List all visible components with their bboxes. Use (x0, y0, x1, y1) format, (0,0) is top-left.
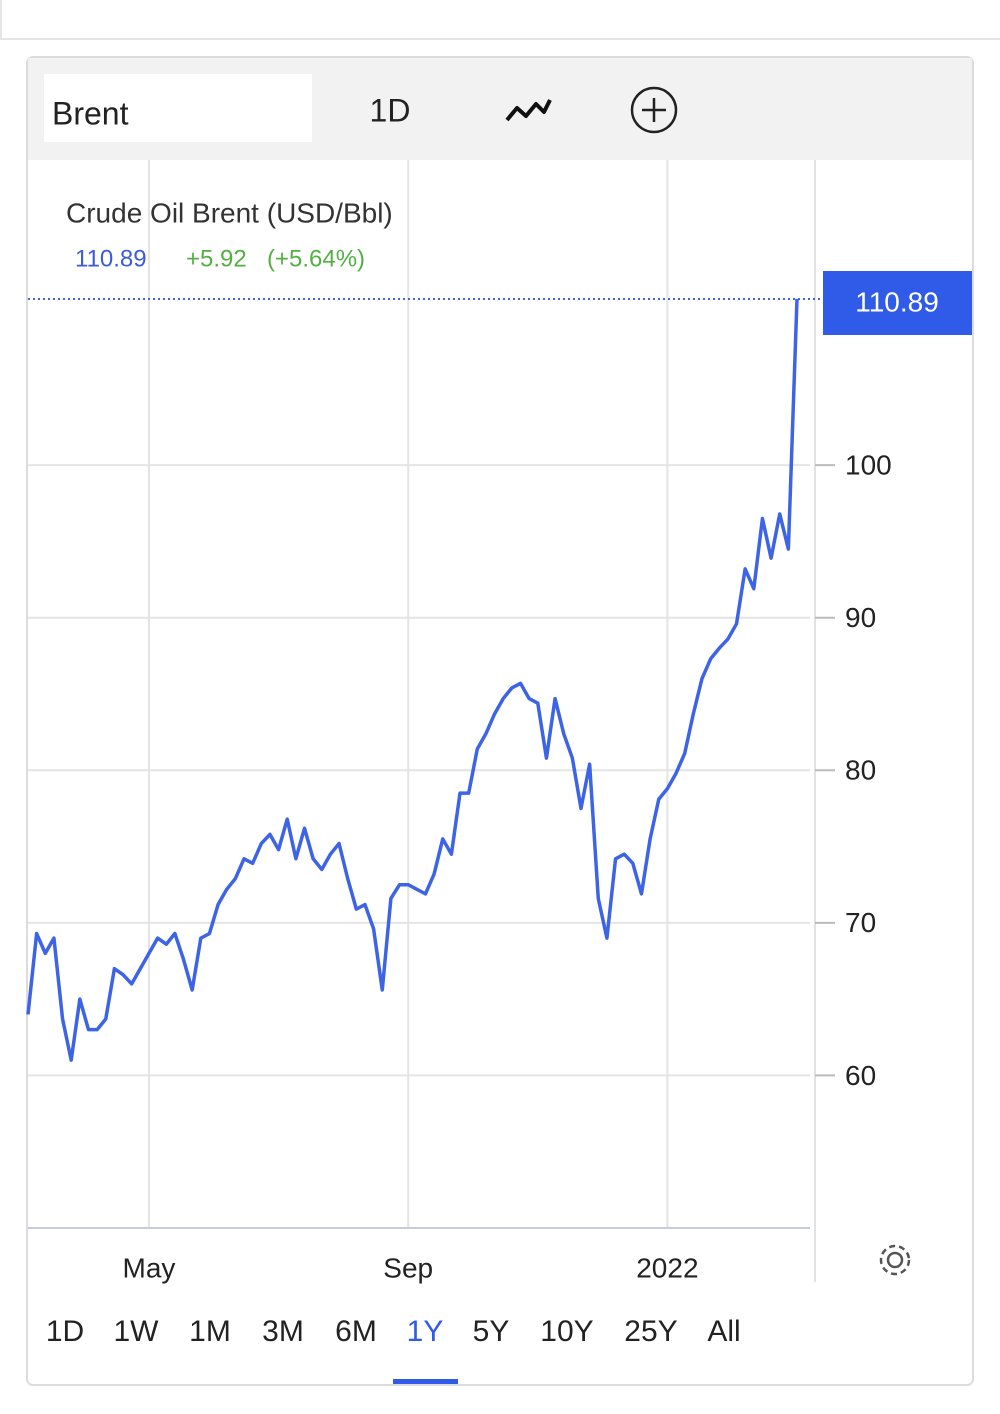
y-tick-label: 100 (845, 450, 892, 481)
range-button[interactable]: 1D (46, 1315, 84, 1348)
range-button[interactable]: 1Y (407, 1315, 444, 1348)
price-change-pct: (+5.64%) (267, 245, 365, 272)
y-tick-label: 80 (845, 755, 876, 786)
instrument-name[interactable]: Brent (52, 95, 129, 131)
y-tick-label: 60 (845, 1060, 876, 1091)
chart-type-icon[interactable] (505, 99, 552, 122)
add-indicator-icon[interactable] (630, 86, 678, 134)
range-button[interactable]: 6M (335, 1315, 377, 1348)
price-line (26, 298, 799, 1062)
range-button[interactable]: 1W (114, 1315, 160, 1348)
last-price: 110.89 (75, 245, 147, 272)
settings-icon[interactable] (879, 1244, 911, 1276)
y-tick-label: 90 (845, 602, 876, 633)
top-strip (0, 0, 1000, 40)
x-tick-label: Sep (383, 1252, 433, 1283)
range-underline (393, 1379, 458, 1384)
range-button[interactable]: 10Y (540, 1315, 593, 1348)
range-button[interactable]: 5Y (473, 1315, 510, 1348)
range-button[interactable]: 25Y (624, 1315, 677, 1348)
x-tick-label: 2022 (636, 1252, 698, 1283)
price-change: +5.92 (186, 245, 247, 272)
instrument-box[interactable] (44, 74, 312, 142)
card-border (26, 56, 974, 1386)
price-badge (823, 271, 972, 335)
chart-title: Crude Oil Brent (USD/Bbl) (66, 197, 393, 228)
x-tick-label: May (123, 1252, 176, 1283)
y-tick-label: 70 (845, 907, 876, 938)
plot: 60 70 80 90 100 May Sep 2022 (26, 160, 892, 1283)
range-selector: 1D 1W 1M 3M 6M 1Y 5Y 10Y 25Y All (46, 1315, 741, 1384)
range-button[interactable]: All (707, 1315, 740, 1348)
range-button[interactable]: 3M (262, 1315, 304, 1348)
range-button[interactable]: 1M (189, 1315, 231, 1348)
price-badge-label: 110.89 (855, 286, 939, 317)
interval-button[interactable]: 1D (370, 92, 411, 128)
